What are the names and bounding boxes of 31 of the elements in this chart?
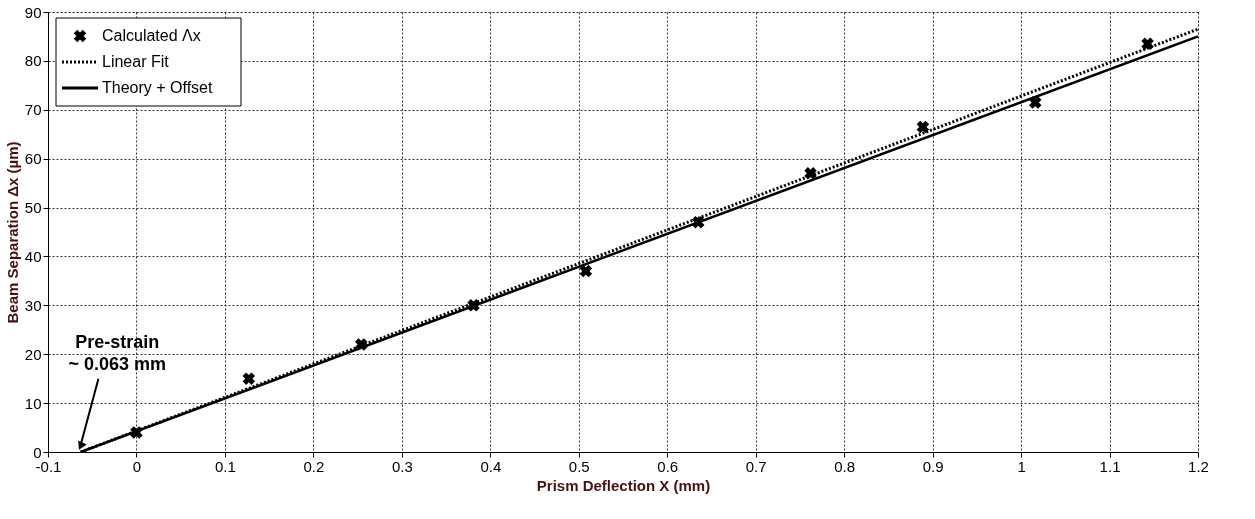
y-tick-label: 40 xyxy=(24,247,42,265)
x-tick-label: 0.8 xyxy=(834,457,856,475)
legend-label: Linear Fit xyxy=(102,53,170,70)
x-tick-label: 0.3 xyxy=(391,457,413,475)
legend-label: Calculated Λx xyxy=(102,27,201,44)
x-tick-label: 1.1 xyxy=(1099,457,1121,475)
y-tick-label: 10 xyxy=(24,394,42,412)
x-tick-label: 0.9 xyxy=(922,457,944,475)
y-tick-label: 20 xyxy=(24,345,42,363)
x-tick-label: 0 xyxy=(132,457,142,475)
annotation: Pre-strain ~ 0.063 mm xyxy=(68,332,167,375)
y-tick-label: 50 xyxy=(24,199,42,217)
x-tick-label: 0.5 xyxy=(568,457,590,475)
x-tick-label: 1 xyxy=(1017,457,1026,475)
x-tick-label: 0.1 xyxy=(214,457,236,475)
x-axis-title: Prism Deflection X (mm) xyxy=(536,476,711,494)
y-tick-label: 60 xyxy=(24,150,42,168)
y-tick-label: 30 xyxy=(24,296,42,314)
x-tick-label: 0.2 xyxy=(303,457,325,475)
point xyxy=(916,120,930,134)
legend-label: Theory + Offset xyxy=(102,79,213,96)
x-tick-label: 0.6 xyxy=(657,457,679,475)
y-axis-title: Beam Separation Δx (µm) xyxy=(3,141,21,324)
y-tick-label: 80 xyxy=(24,52,42,70)
y-tick-label: 90 xyxy=(24,3,42,21)
x-tick-label: 0.7 xyxy=(745,457,767,475)
x-tick-label: 0.4 xyxy=(480,457,502,475)
point xyxy=(579,264,593,278)
point xyxy=(242,372,256,385)
y-tick-label: 70 xyxy=(24,101,42,119)
x-tick-label: 1.2 xyxy=(1188,457,1209,475)
